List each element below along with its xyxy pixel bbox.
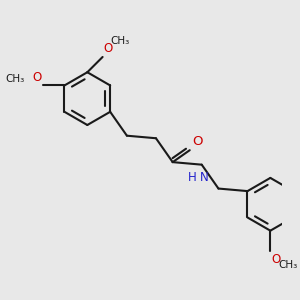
Text: O: O	[192, 135, 202, 148]
Text: O: O	[271, 253, 280, 266]
Text: H: H	[188, 171, 197, 184]
Text: O: O	[103, 42, 113, 55]
Text: O: O	[32, 71, 41, 84]
Text: N: N	[200, 171, 209, 184]
Text: CH₃: CH₃	[110, 36, 130, 46]
Text: CH₃: CH₃	[278, 260, 297, 270]
Text: CH₃: CH₃	[5, 74, 25, 84]
